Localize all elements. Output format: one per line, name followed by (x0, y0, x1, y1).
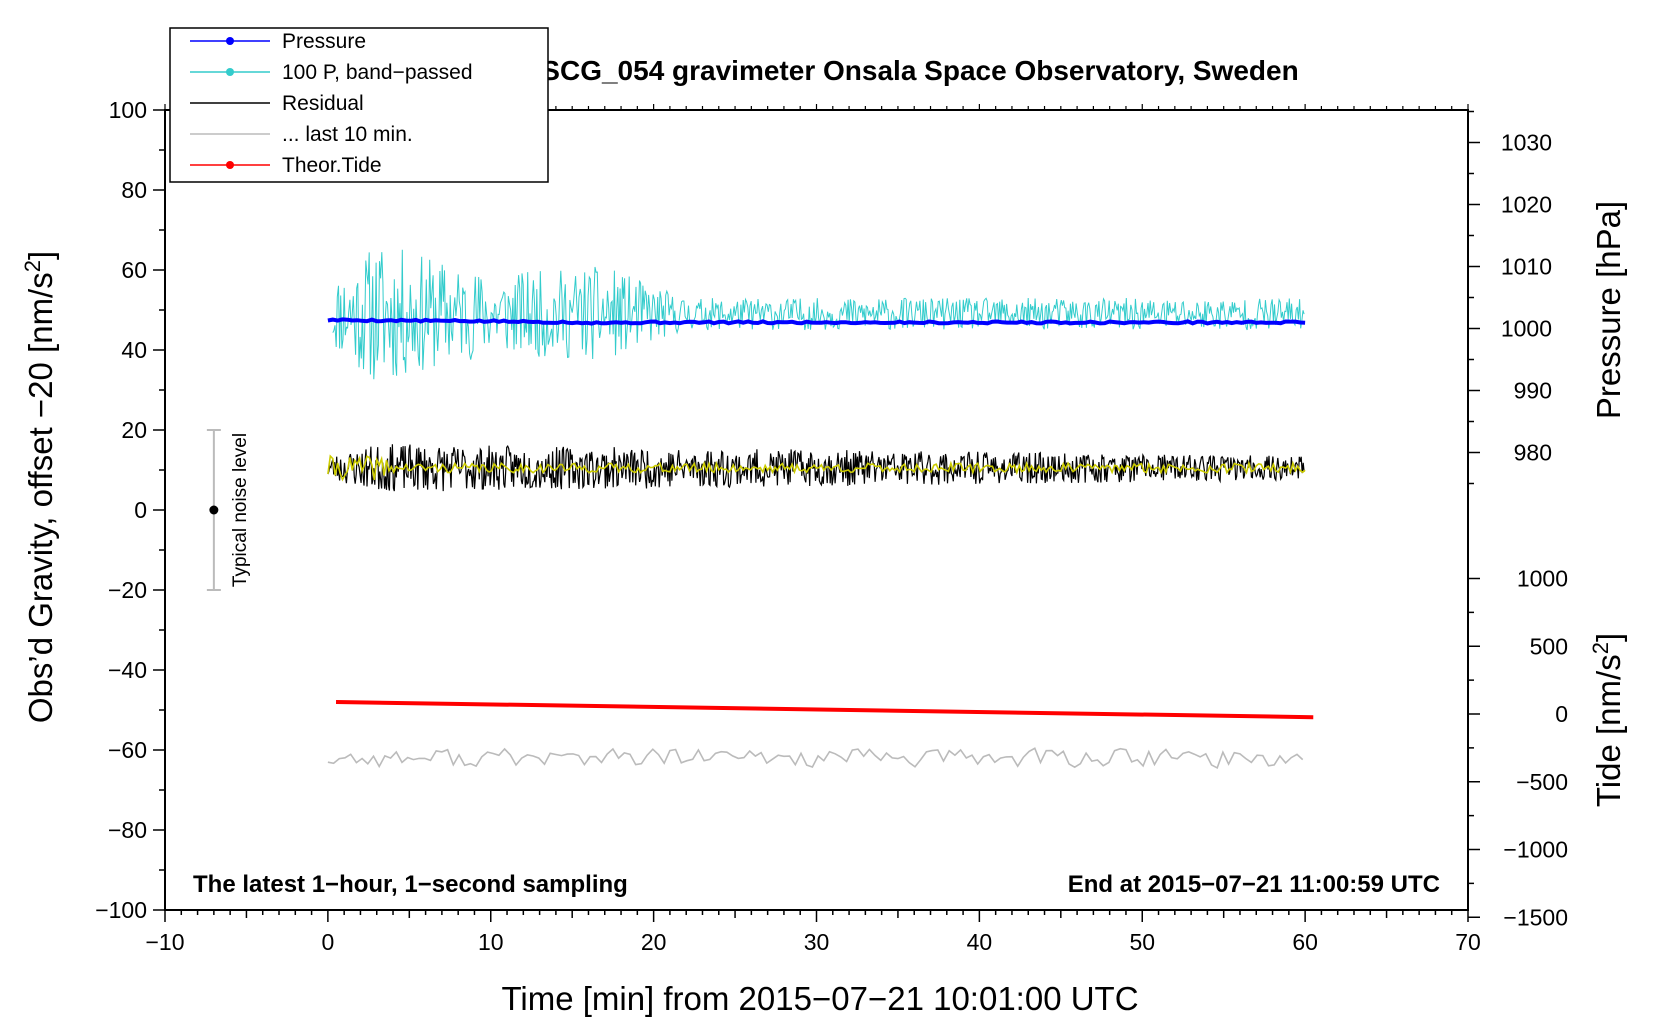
x-axis-title: Time [min] from 2015−07−21 10:01:00 UTC (501, 980, 1138, 1017)
legend-label: Pressure (282, 30, 366, 53)
tide-tick-label: 500 (1530, 633, 1568, 659)
legend-marker (226, 68, 234, 76)
tide-axis-title-main: Tide [nm/s (1590, 654, 1627, 807)
series-pressure (327, 317, 1306, 326)
legend: Pressure 100 P, band−passed Residual ... la… (169, 27, 549, 183)
noise-label: Typical noise level (230, 433, 251, 587)
x-tick-label: 20 (641, 929, 667, 955)
noise-center-dot (209, 505, 219, 515)
noise-indicator: Typical noise level (206, 429, 251, 591)
tide-tick-label: −1000 (1503, 837, 1568, 863)
pressure-tick-label: 1030 (1501, 130, 1552, 156)
chart-title: SCG_054 gravimeter Onsala Space Observat… (541, 55, 1298, 86)
tide-axis-title-sup: 2 (1588, 642, 1613, 654)
pressure-tick-label: 990 (1514, 378, 1552, 404)
y-tick-label: 40 (121, 337, 147, 363)
y-tick-label: −100 (95, 897, 147, 923)
x-tick-label: 60 (1292, 929, 1318, 955)
tide-tick-label: 0 (1555, 701, 1568, 727)
pressure-tick-label: 1000 (1501, 316, 1552, 342)
y-axis-left-title-sup: 2 (20, 260, 45, 272)
y-tick-label: −20 (108, 577, 147, 603)
series-residual-smoothed (327, 454, 1306, 482)
pressure-tick-label: 1010 (1501, 254, 1552, 280)
pressure-axis-title: Pressure [hPa] (1590, 201, 1627, 419)
y-tick-label: 60 (121, 257, 147, 283)
legend-label: 100 P, band−passed (282, 61, 473, 84)
pressure-tick-label: 1020 (1501, 192, 1552, 218)
x-tick-label: 10 (478, 929, 504, 955)
y-tick-label: 80 (121, 177, 147, 203)
series-band-passed-pressure (332, 249, 1305, 380)
tide-tick-label: −1500 (1503, 904, 1568, 930)
y-axis-left-title: Obs’d Gravity, offset −20 [nm/s2] (20, 251, 60, 723)
tide-axis-title-end: ] (1590, 633, 1627, 642)
x-tick-label: 70 (1455, 929, 1481, 955)
y-axis-left-title-end: ] (22, 251, 59, 260)
legend-marker (226, 161, 234, 169)
tide-tick-label: −500 (1516, 769, 1568, 795)
y-tick-label: 0 (134, 497, 147, 523)
note-sampling: The latest 1−hour, 1−second sampling (193, 871, 628, 898)
y-tick-label: 20 (121, 417, 147, 443)
legend-marker (226, 37, 234, 45)
y-axis-pressure: 1030 1020 1010 1000 990 980 (1468, 110, 1552, 485)
note-end-time: End at 2015−07−21 11:00:59 UTC (1068, 871, 1440, 898)
y-tick-label: 100 (109, 97, 147, 123)
x-tick-label: −10 (145, 929, 184, 955)
y-axis-tide: 1000 500 0 −500 −1000 −1500 (1468, 566, 1568, 930)
plot-border (164, 109, 1469, 911)
plot-frame (164, 109, 1469, 911)
legend-label: Theor.Tide (282, 154, 382, 177)
y-axis-left-title-main: Obs’d Gravity, offset −20 [nm/s (22, 272, 59, 723)
x-axis: −10 0 10 20 30 40 50 60 70 (145, 104, 1481, 955)
y-tick-label: −40 (108, 657, 147, 683)
tide-tick-label: 1000 (1517, 566, 1568, 592)
series-last-10-min (327, 747, 1304, 770)
series-theor-tide (335, 700, 1314, 720)
x-tick-label: 30 (804, 929, 830, 955)
x-tick-label: 0 (321, 929, 334, 955)
y-tick-label: −80 (108, 817, 147, 843)
tide-axis-title: Tide [nm/s2] (1588, 633, 1628, 807)
x-tick-label: 50 (1129, 929, 1155, 955)
legend-label: ... last 10 min. (282, 123, 413, 146)
y-axis-left: 100 80 60 40 20 0 −20 −40 −60 −80 −100 (95, 97, 165, 923)
series-layer (327, 249, 1314, 770)
legend-label: Residual (282, 92, 364, 115)
x-tick-label: 40 (967, 929, 993, 955)
legend-box (169, 27, 549, 183)
y-tick-label: −60 (108, 737, 147, 763)
pressure-tick-label: 980 (1514, 440, 1552, 466)
